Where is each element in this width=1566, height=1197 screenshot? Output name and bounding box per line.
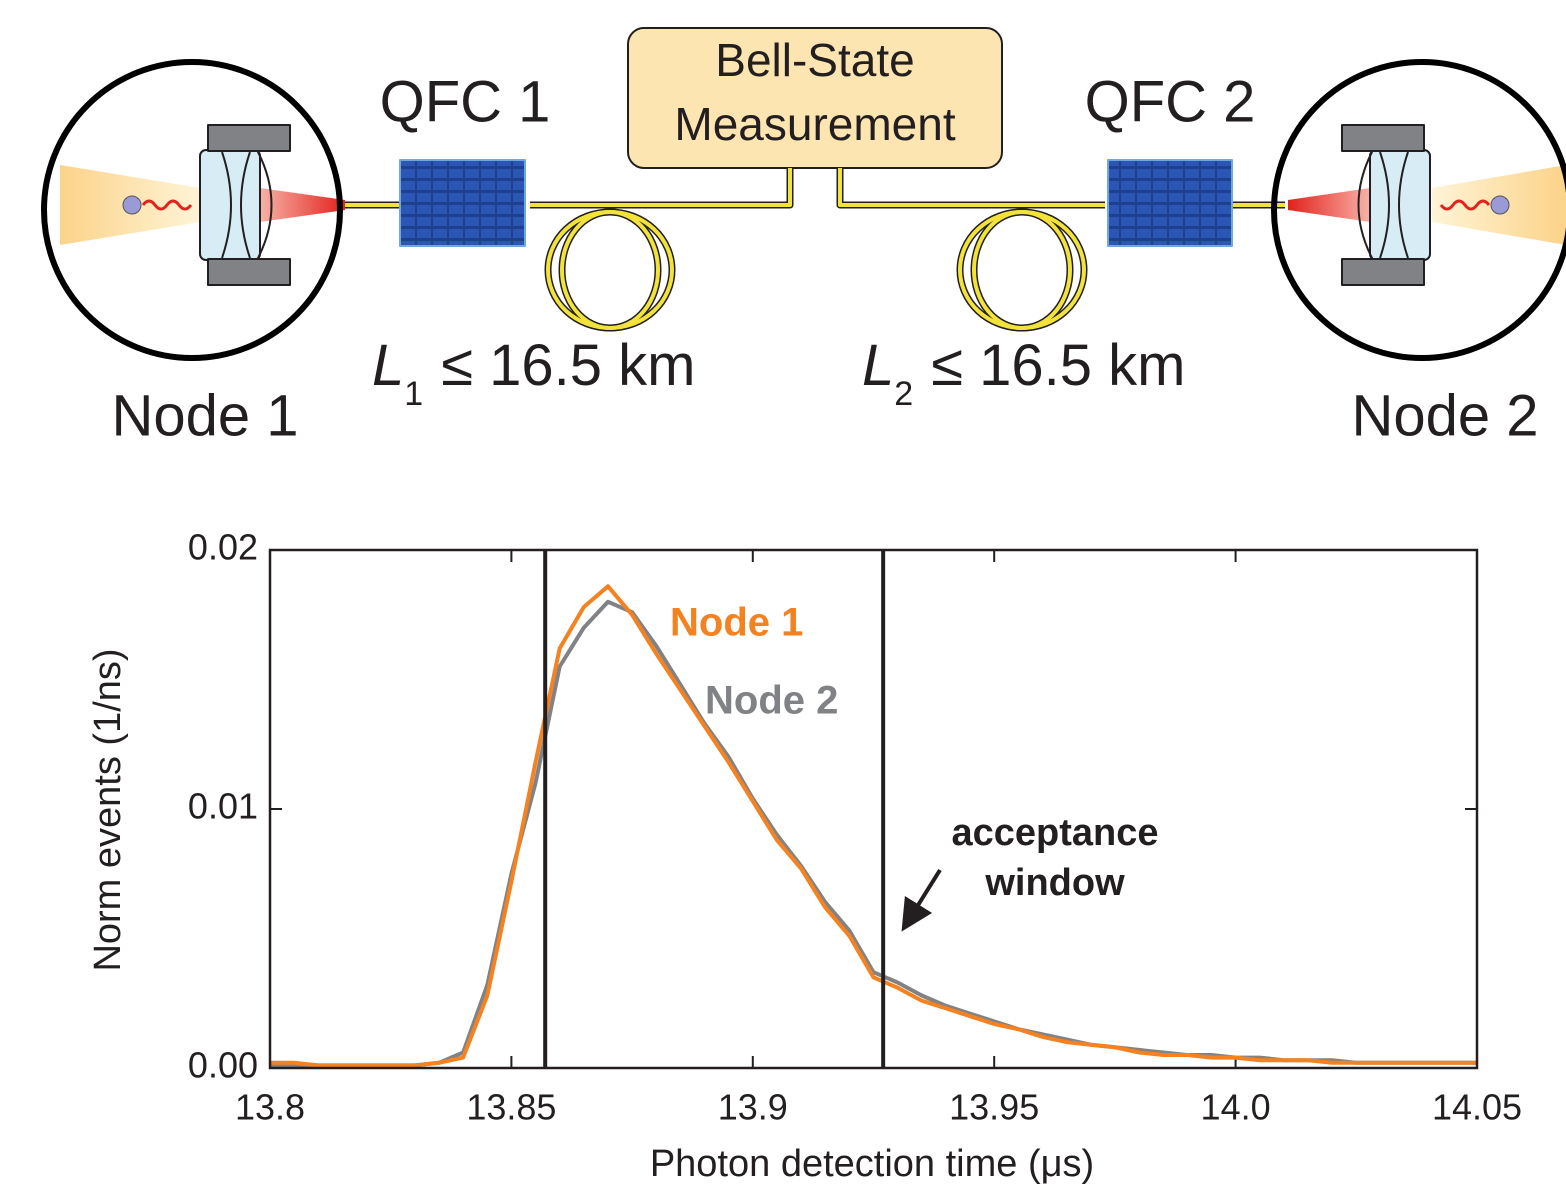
subscript: 2 [894,375,913,413]
x-tick-label: 14.05 [1432,1087,1522,1128]
x-tick-label: 13.95 [949,1087,1039,1128]
bell-label: Measurement [674,98,955,150]
qfc-block [399,159,526,247]
chart: Norm events (1/ns) Photon detection time… [87,527,1522,1186]
symbol: L [372,333,404,398]
y-tick-label: 0.02 [188,527,258,568]
x-tick-label: 13.9 [718,1087,788,1128]
length: ≤ 16.5 km [441,333,695,398]
length-label: L2 ≤ 16.5 km [862,333,1185,413]
annotation: window [984,862,1125,904]
bell-label: Bell-State [715,34,914,86]
y-tick-label: 0.01 [188,786,258,827]
plot-frame [268,548,1479,1070]
x-tick-label: 13.85 [466,1087,556,1128]
legend-label: Node 2 [705,679,838,723]
qfc-block [1107,159,1233,247]
node-2-icon [1271,59,1566,361]
qfc-label: QFC 1 [380,69,551,134]
x-tick-label: 14.0 [1201,1087,1271,1128]
node-label: Node 2 [1351,383,1538,448]
fibers-core [345,168,1285,330]
y-axis-label: Norm events (1/ns) [87,648,129,971]
bell-box [627,27,1003,169]
annotation-arrow [901,868,942,932]
length: ≤ 16.5 km [931,333,1185,398]
x-axis-label: Photon detection time (μs) [650,1143,1094,1185]
series-line [270,599,1477,1068]
legend-label: Node 1 [670,601,803,645]
series-line [270,584,1477,1068]
diagram: Bell-State Measurement QFC 1 QFC 2 L1 ≤ 1… [41,27,1566,448]
node-1-icon [41,59,345,361]
subscript: 1 [404,375,423,413]
symbol: L [862,333,894,398]
length-label: L1 ≤ 16.5 km [372,333,695,413]
qfc-label: QFC 2 [1085,69,1256,134]
annotation: acceptance [951,812,1158,854]
y-tick-label: 0.00 [188,1045,258,1086]
node-label: Node 1 [111,383,298,448]
x-tick-label: 13.8 [235,1087,305,1128]
